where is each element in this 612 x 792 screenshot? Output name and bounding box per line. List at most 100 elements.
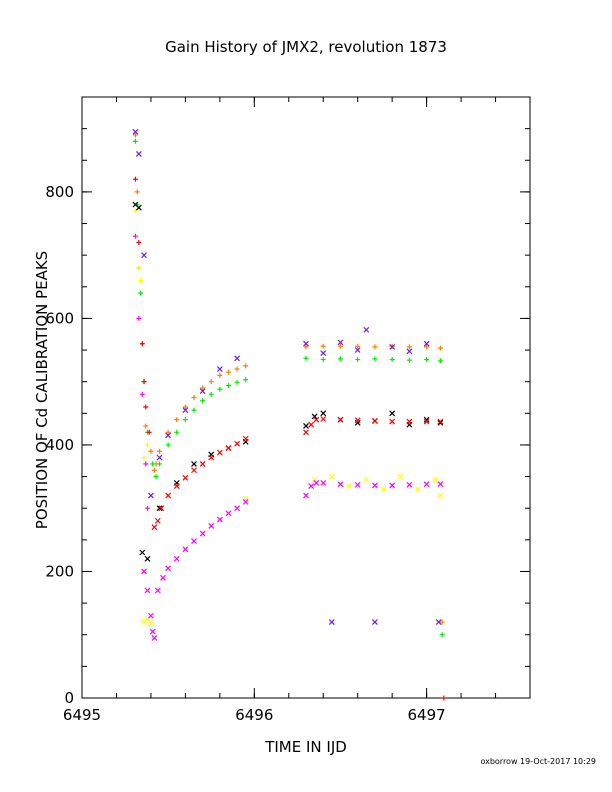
data-point [165,492,172,499]
data-point [182,546,189,553]
data-point [141,455,147,461]
data-point [132,208,138,214]
data-point [225,382,231,388]
x-tick-label: 6497 [408,706,446,724]
data-point [406,481,413,488]
data-point [216,516,223,523]
data-point [200,398,206,404]
data-point [303,423,309,429]
data-point [355,357,361,363]
data-point [138,290,144,296]
data-point [136,240,142,246]
data-point [406,418,413,425]
data-point [182,407,189,414]
data-point [437,419,444,426]
data-point [225,510,232,517]
data-point [160,574,166,581]
data-point [328,473,335,480]
data-point [225,369,231,375]
data-point [389,482,396,489]
data-point [173,555,180,562]
data-point [216,366,223,372]
y-axis-label: POSITION OF Cd CALIBRATION PEAKS [33,251,51,529]
data-point [138,277,144,283]
data-point [200,385,206,391]
plot-area [81,96,531,699]
data-point [136,315,142,321]
data-point [346,483,353,489]
data-point [148,448,154,454]
data-point [234,440,241,447]
data-point [217,386,223,392]
data-point [320,410,327,417]
data-point [174,429,180,435]
data-point [380,486,387,493]
data-point [208,379,214,385]
data-point [423,481,430,488]
data-point [303,340,309,347]
data-point [337,343,343,349]
data-point [149,628,156,635]
data-point [150,461,156,467]
data-point [156,454,163,461]
data-point [165,565,172,572]
data-point [389,418,396,425]
data-point [191,461,197,467]
data-point [165,432,172,439]
data-point [153,474,159,480]
data-point [311,413,318,420]
data-point [132,233,138,239]
data-point [174,417,180,423]
data-point [432,476,439,483]
data-point [157,461,163,467]
data-point [139,391,145,397]
data-point [146,429,152,435]
data-point [439,632,445,638]
x-tick-label: 6496 [235,706,273,724]
data-points [132,128,447,701]
data-point [208,522,215,529]
data-point [320,479,327,486]
data-point [371,417,378,424]
data-point [423,418,430,425]
data-point [389,410,396,417]
data-point [355,343,361,349]
data-point [313,479,320,486]
data-point [139,549,146,556]
data-point [199,461,206,467]
data-point [437,345,443,351]
data-point [389,343,396,350]
data-point [165,442,171,448]
data-point [243,363,249,369]
data-point [154,517,161,524]
data-point [225,445,232,452]
axis-ticks: 6495 6496 6497 0 200 400 600 800 [45,96,531,724]
data-point [337,339,344,346]
data-point [371,482,378,489]
data-point [191,467,197,474]
y-tick-label: 800 [45,183,74,201]
x-tick-label: 6495 [63,706,101,724]
data-point [311,476,318,483]
data-point [191,407,197,413]
data-point [303,355,309,361]
y-tick-label: 0 [64,689,74,707]
data-point [437,358,443,364]
data-point [157,448,163,454]
data-point [437,481,444,488]
data-point [437,492,444,499]
data-point [135,204,142,211]
data-point [303,492,309,499]
data-point [441,695,447,701]
data-point [199,388,206,395]
data-point [372,344,378,350]
data-point [354,417,361,424]
data-point [147,620,154,627]
data-point [397,473,404,480]
data-point [132,138,138,144]
data-point [371,619,378,626]
data-point [234,379,240,385]
y-tick-label: 400 [45,436,74,454]
data-point [141,379,147,385]
